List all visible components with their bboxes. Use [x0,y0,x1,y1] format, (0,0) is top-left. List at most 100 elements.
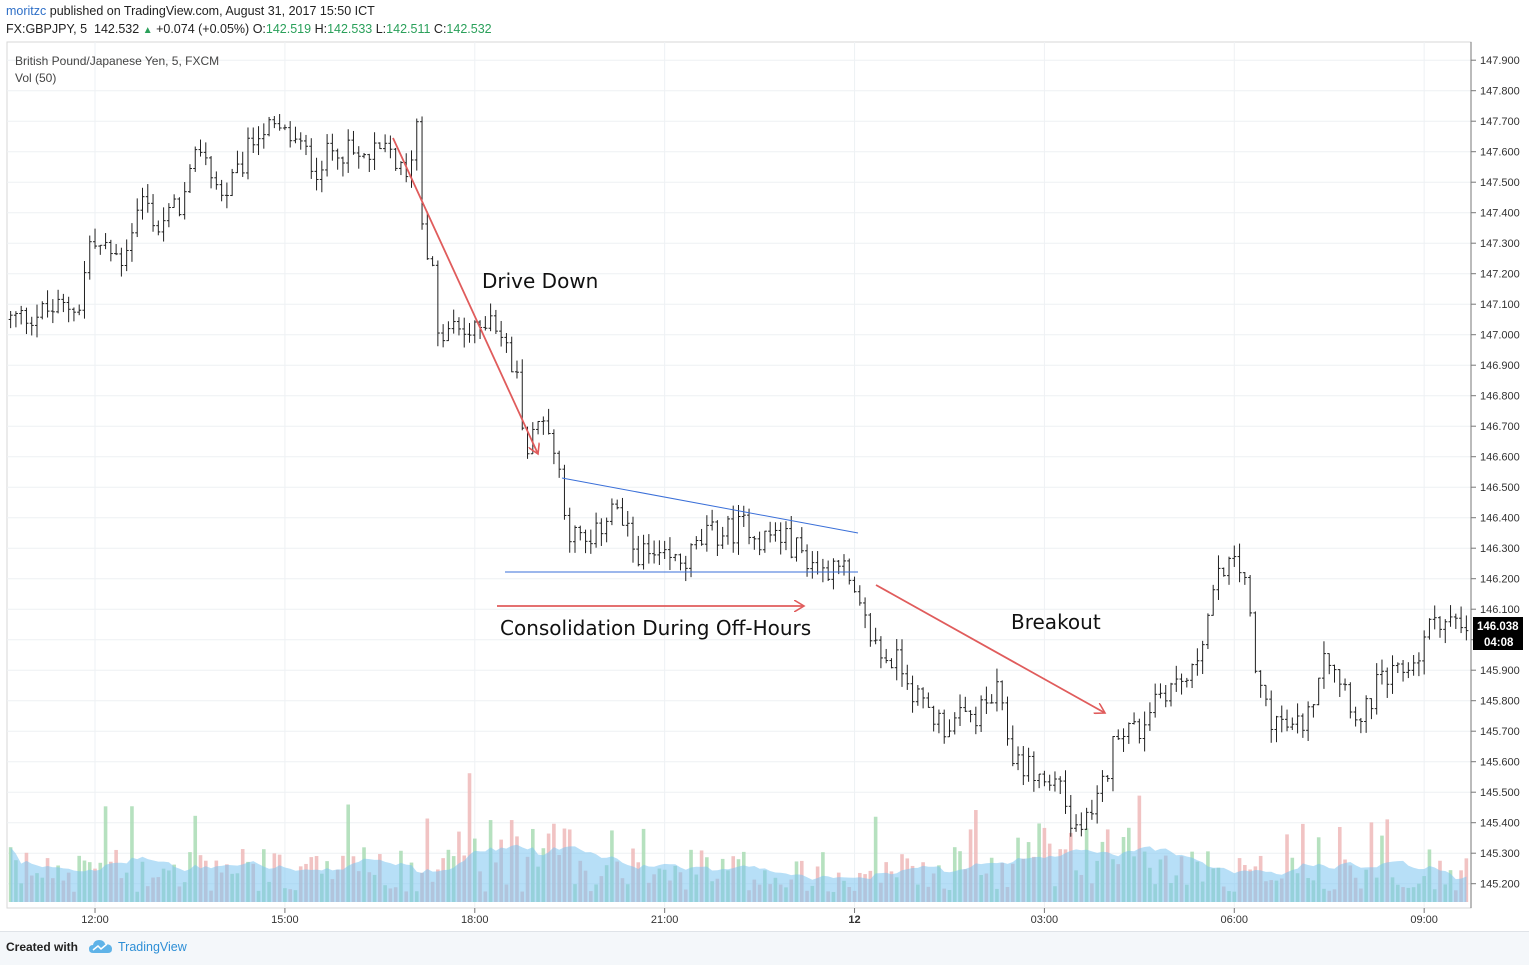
ohlc-bar [594,512,599,548]
ohlc-bar [1327,653,1332,675]
ohlc-bar [1190,663,1195,689]
ohlc-bar [362,152,367,159]
ohlc-bar [245,127,250,180]
ohlc-bar [1068,794,1073,837]
ohlc-bar [831,558,836,590]
ohlc-bar [1010,725,1015,767]
ohlc-bar [1016,746,1021,771]
volume-bar [968,829,973,902]
ohlc-bar [657,540,662,565]
ohlc-bar [24,307,29,335]
ohlc-bar [1343,678,1348,691]
ohlc-bar [161,207,166,242]
ohlc-bar [256,126,261,156]
ohlc-bar [414,118,419,171]
close-label: C: [433,22,447,36]
price-tick-label: 147.700 [1480,116,1520,128]
ohlc-bar [931,705,936,732]
ohlc-bar [968,710,973,723]
high-label: H: [314,22,328,36]
ohlc-bar [493,309,498,334]
ohlc-bar [1395,662,1400,674]
ohlc-bar [889,658,894,669]
ohlc-bar [1411,655,1416,676]
ohlc-bar [446,321,451,342]
ohlc-bar [873,627,878,645]
ohlc-bar [1453,613,1458,629]
ohlc-bar [1374,663,1379,715]
volume-bar [974,810,978,902]
ohlc-bar [694,536,699,550]
ohlc-bar [504,333,509,353]
ohlc-bar [1332,664,1337,683]
ohlc-bar [1232,545,1237,567]
ohlc-bar [1021,746,1026,786]
ohlc-bar [747,508,752,545]
ohlc-bar [1132,712,1137,725]
ohlc-bar [615,499,620,510]
ohlc-bar [240,151,245,177]
ohlc-bar [551,429,556,465]
ohlc-bar [994,668,999,712]
price-tick-label: 145.800 [1480,696,1520,708]
ohlc-bar [1279,705,1284,733]
ohlc-bar [335,148,340,170]
ohlc-bar [71,307,76,322]
ohlc-bar [430,256,435,267]
ohlc-bar [377,142,382,150]
ohlc-bar [878,636,883,669]
ohlc-bar [1311,704,1316,718]
ohlc-bar [773,522,778,542]
countdown-badge [1473,634,1523,650]
ohlc-bar [235,150,240,174]
ohlc-bar [103,233,108,250]
ohlc-bar [1263,684,1268,707]
tradingview-brand[interactable]: TradingView [118,940,187,954]
ohlc-bar [588,529,593,554]
ohlc-bar [187,164,192,193]
ohlc-bar [1042,770,1047,787]
ohlc-bar [224,182,229,209]
ohlc-bar [108,239,113,262]
breakout-arrow [875,584,1105,713]
ohlc-bar [1390,655,1395,694]
ohlc-bar [1005,696,1010,746]
volume-bar [193,815,198,902]
ohlc-bar [66,296,71,323]
ohlc-bar [1242,572,1247,585]
price-tick-label: 146.900 [1480,360,1520,372]
ohlc-bar [536,420,541,435]
ohlc-bar [905,664,910,690]
ohlc-bar [1100,770,1105,802]
ohlc-bar [177,197,182,217]
ohlc-bar [741,505,746,527]
ohlc-bar [1116,729,1121,740]
ohlc-bar [1121,728,1126,752]
price-chart[interactable]: Drive Down Consolidation During Off-Hour… [0,40,1529,930]
ohlc-bar [826,560,831,582]
ohlc-legend: FX:GBPJPY, 5 142.532 ▲ +0.074 (+0.05%) O… [6,22,492,36]
ohlc-bar [620,497,625,526]
low-label: L: [375,22,387,36]
ohlc-bar [1369,698,1374,720]
change-value: +0.074 (+0.05%) [156,22,250,36]
ohlc-bar [1058,776,1063,795]
ohlc-bar [884,648,889,664]
ohlc-bar [1026,747,1031,782]
price-tick-label: 147.400 [1480,208,1520,220]
ohlc-bar [87,235,92,280]
ohlc-bar [61,293,66,313]
ohlc-bar [667,537,672,571]
open-label: O: [252,22,266,36]
ohlc-bar [1237,543,1242,583]
ohlc-bar [794,537,799,562]
ohlc-bar [910,675,915,713]
ohlc-bar [1089,799,1094,820]
ohlc-bar [140,187,145,220]
price-tick-label: 145.900 [1480,665,1520,677]
price-tick-label: 146.600 [1480,452,1520,464]
ohlc-bar [1227,556,1232,585]
ohlc-bar [1285,709,1290,732]
author-link[interactable]: moritzc [6,4,47,18]
ohlc-bar [578,525,583,541]
